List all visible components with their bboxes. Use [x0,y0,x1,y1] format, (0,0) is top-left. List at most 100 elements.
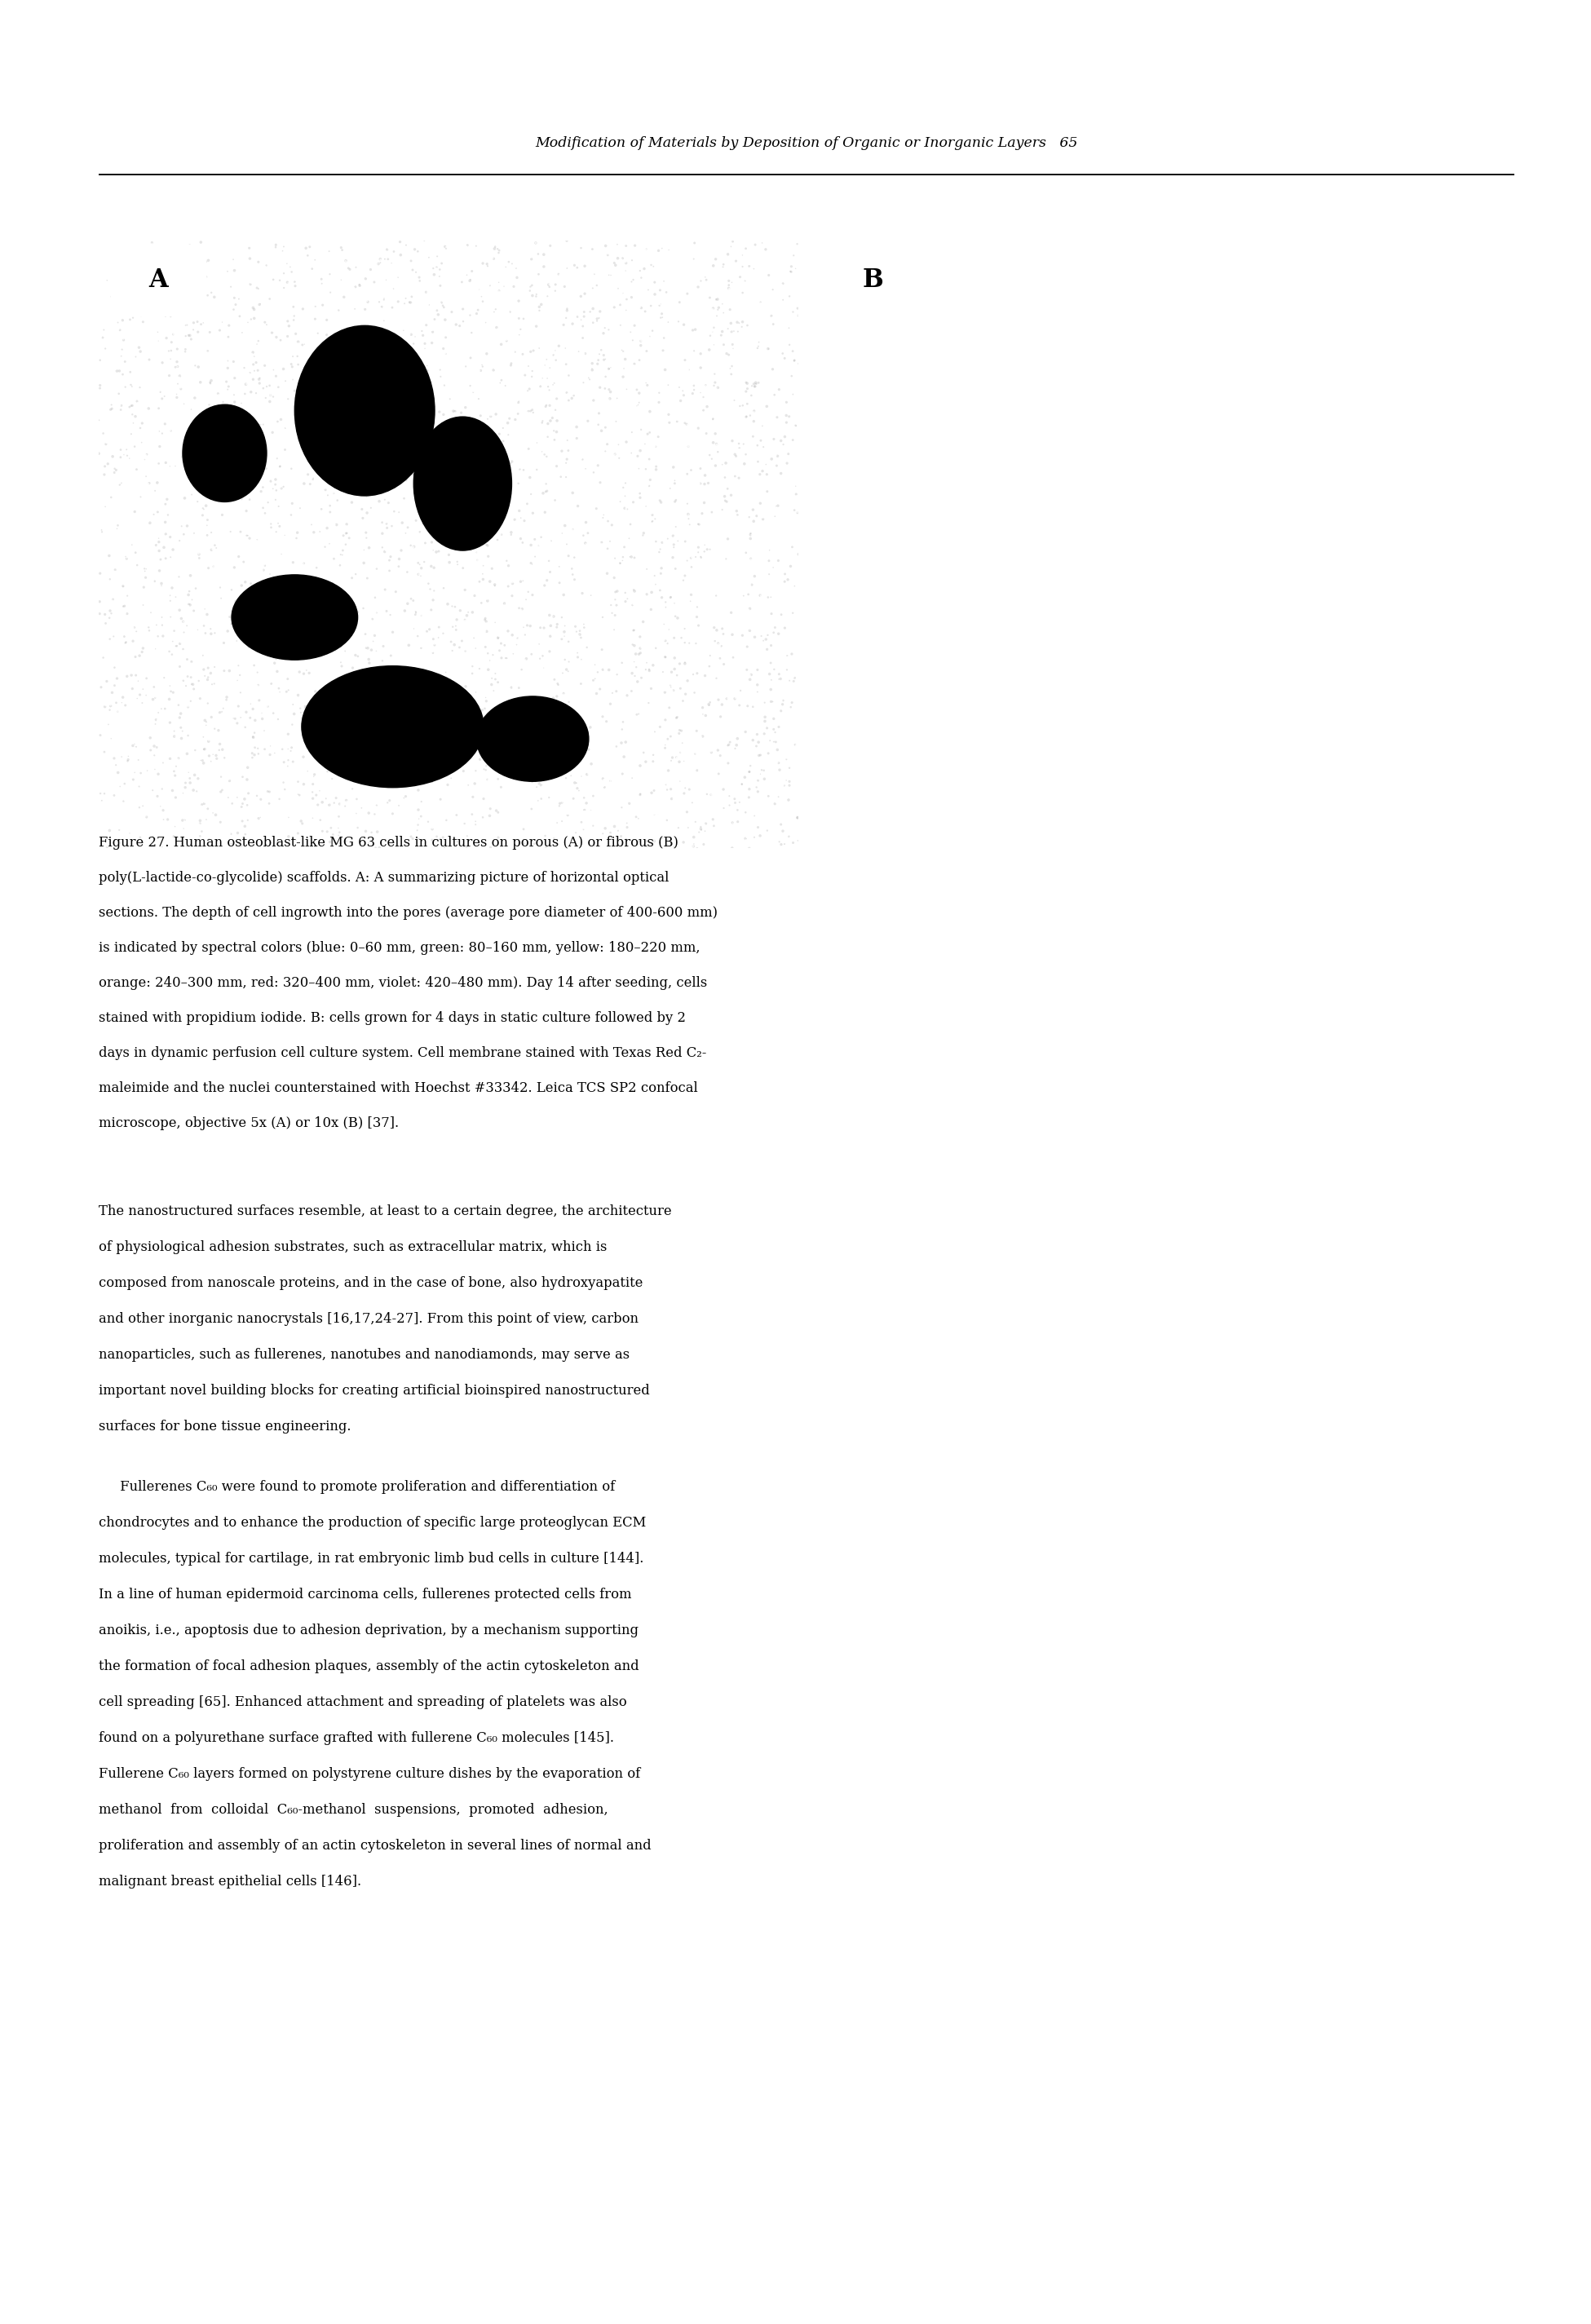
Point [380,686,406,723]
Point [107,574,132,611]
Point [307,788,333,825]
Point [280,456,305,493]
Point [657,228,683,265]
Point [710,462,735,500]
Point [562,265,587,302]
Point [375,242,401,279]
Point [1236,655,1262,693]
Point [237,662,263,700]
Point [202,804,228,841]
Point [735,627,760,665]
Point [334,363,360,400]
Point [573,700,598,737]
Point [770,769,796,806]
Point [737,514,762,551]
Point [748,751,773,788]
Point [1146,407,1171,444]
Point [619,700,644,737]
Point [589,411,614,449]
Point [159,388,185,425]
Point [517,539,543,576]
Point [498,806,523,844]
Point [725,716,751,753]
Point [406,646,431,683]
Point [708,776,733,813]
Point [199,279,224,316]
Point [643,449,668,486]
Point [504,258,530,295]
Point [566,772,592,809]
Point [334,781,360,818]
Point [173,802,199,839]
Point [337,683,363,720]
Point [99,532,124,569]
Point [735,379,760,416]
Point [614,267,640,304]
Point [541,367,566,404]
Point [614,753,640,790]
Point [377,425,403,462]
Point [477,662,503,700]
Point [178,370,204,407]
Point [1071,456,1096,493]
Point [196,376,221,414]
Point [188,309,213,346]
Point [130,702,156,739]
Point [603,586,628,623]
Point [544,523,570,560]
Point [730,476,756,514]
Point [590,321,616,358]
Point [185,314,210,351]
Point [344,353,369,390]
Point [369,397,395,435]
Point [530,767,555,804]
Point [250,700,275,737]
Point [710,511,735,548]
Point [364,602,390,639]
Point [358,237,383,274]
Point [760,351,786,388]
Point [716,337,741,374]
Point [622,346,648,383]
Point [703,611,729,648]
Point [724,739,749,776]
Point [641,263,667,300]
Point [593,277,619,314]
Point [611,562,636,600]
Point [305,318,331,356]
Point [718,509,743,546]
Point [1187,681,1212,718]
Point [528,781,554,818]
Point [490,734,515,772]
Point [1499,330,1524,367]
Point [145,493,170,530]
Point [196,332,221,370]
Point [135,504,161,541]
Point [334,590,360,627]
Point [501,746,527,783]
Point [966,718,991,755]
Point [718,388,743,425]
Point [520,395,546,432]
Point [1386,600,1411,637]
Point [103,288,129,325]
Point [488,548,514,586]
Point [780,825,805,862]
Point [441,686,466,723]
Point [676,249,702,286]
Point [294,511,320,548]
Point [293,430,318,467]
Point [110,653,135,690]
Point [352,532,377,569]
Point [207,716,232,753]
Point [113,546,138,583]
Point [154,465,180,502]
Point [396,627,422,665]
Point [428,820,453,858]
Point [245,244,270,281]
Point [751,476,776,514]
Point [215,716,240,753]
Point [461,460,487,497]
Point [132,690,158,727]
Point [641,249,667,286]
